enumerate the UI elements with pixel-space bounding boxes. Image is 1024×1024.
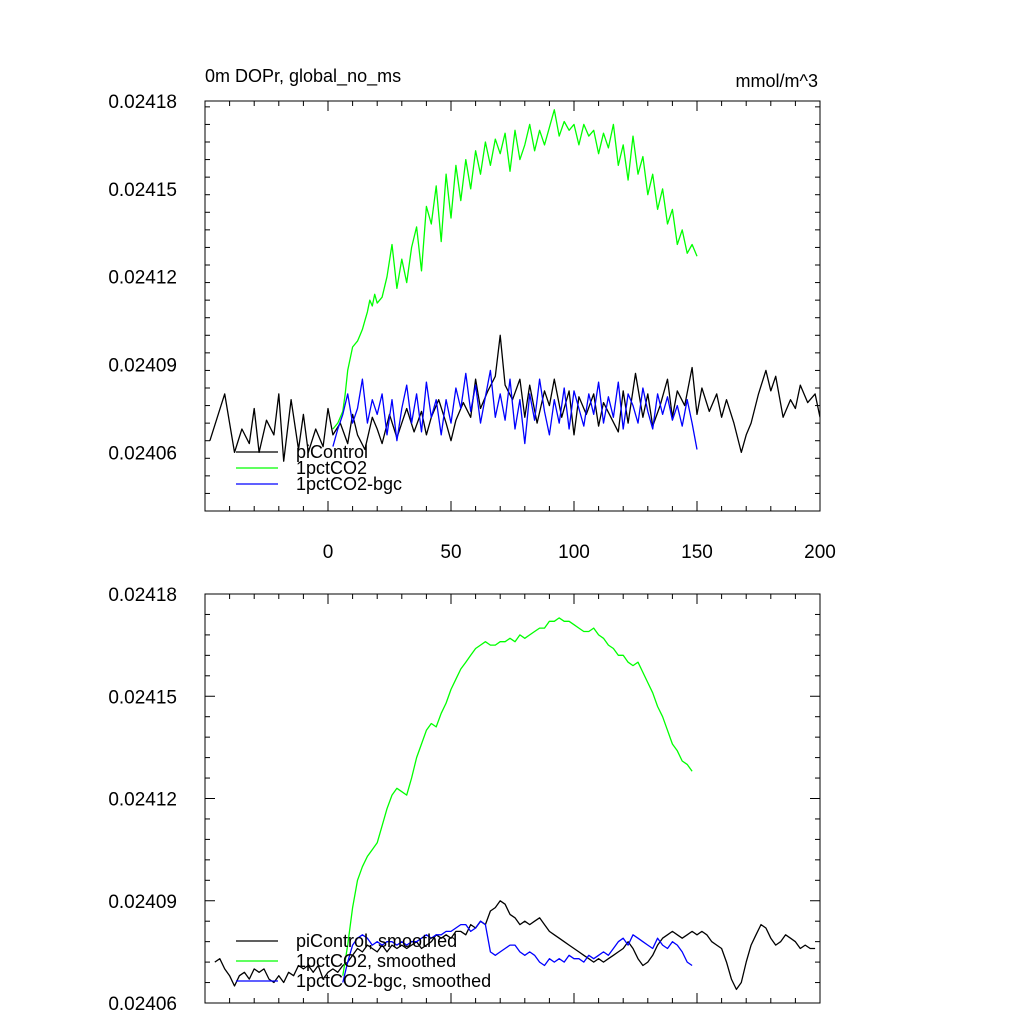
legend-entry: 1pctCO2-bgc, smoothed [296,971,491,991]
series-line-1pctco2-bgc-smoothed [342,920,693,983]
chart-title: 0m DOPr, global_no_ms [205,66,401,87]
y-tick-label: 0.02415 [108,687,177,708]
bottom-panel: 0.02406 0.02409 0.02412 0.02415 0.02418 piCon… [108,585,821,1015]
legend-entry: 1pctCO2, smoothed [296,951,456,971]
legend-entry: 1pctCO2-bgc [296,474,402,494]
top-panel: 0 50 100 150 200 0.02406 0.02409 0.02412 0.02415… [108,66,836,563]
y-tick-label: 0.02412 [108,790,177,811]
series-line-1pctco2 [332,109,698,430]
y-tick-label: 0.02415 [108,180,177,201]
x-tick-label: 0 [323,542,334,563]
units-label: mmol/m^3 [736,71,818,91]
x-tick-label: 150 [681,542,713,563]
series-line-picontrol-smoothed [214,900,816,991]
series-group [209,109,820,462]
legend-entry: piControl [296,442,368,462]
legend-entry: 1pctCO2 [296,458,367,478]
y-tick-label: 0.02406 [108,443,177,464]
series-line-1pctco2-bgc [332,369,698,450]
y-tick-label: 0.02406 [108,994,177,1015]
y-tick-label: 0.02409 [108,892,177,913]
y-tick-label: 0.02418 [108,92,177,113]
y-tick-label: 0.02409 [108,356,177,377]
series-group [214,617,816,991]
series-line-1pctco2-smoothed [342,617,693,976]
y-tick-label: 0.02418 [108,585,177,606]
y-tick-label: 0.02412 [108,268,177,289]
x-tick-label: 200 [804,542,836,563]
series-line-picontrol [209,334,820,462]
legend-entry: piControl, smoothed [296,931,457,951]
plot-frame [204,100,821,512]
x-tick-label: 50 [440,542,461,563]
x-tick-label: 100 [558,542,590,563]
